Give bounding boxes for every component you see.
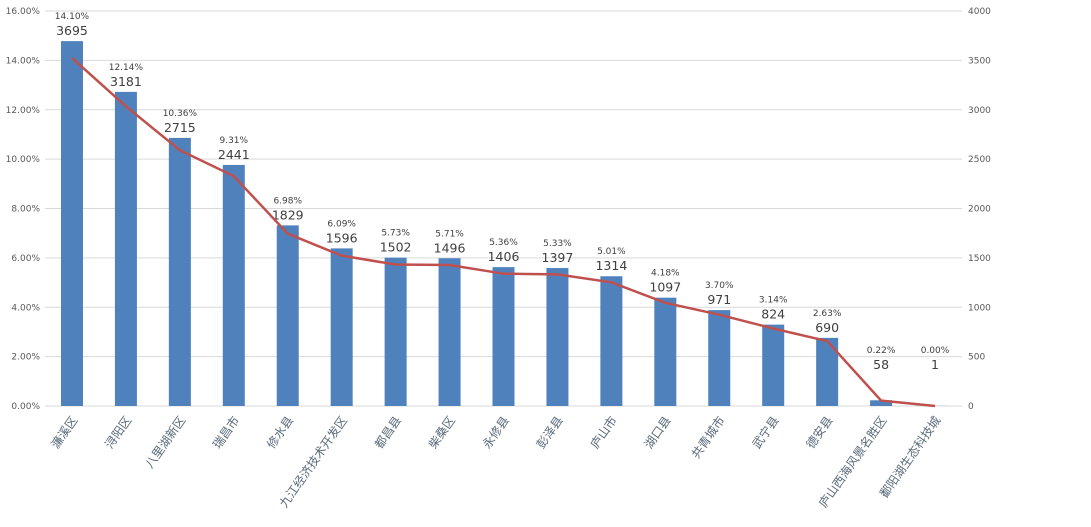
percent-label: 4.18% [651, 269, 680, 279]
category-label: 柴桑区 [426, 414, 458, 452]
bar-value-label: 3181 [110, 74, 142, 89]
bar-value-label: 2441 [218, 147, 250, 162]
percent-label: 6.98% [273, 196, 302, 206]
percent-label: 9.31% [219, 136, 248, 146]
bar [708, 310, 731, 406]
bar-value-label: 824 [761, 307, 785, 322]
bar-value-label: 1097 [649, 280, 681, 295]
right-tick-label: 2500 [968, 155, 991, 165]
left-tick-label: 16.00% [6, 7, 41, 17]
bar-value-label: 971 [707, 292, 731, 307]
bar-value-label: 1496 [434, 240, 466, 255]
left-tick-label: 8.00% [11, 205, 40, 215]
left-tick-label: 4.00% [11, 303, 40, 313]
category-label: 修水县 [263, 413, 296, 451]
percent-label: 6.09% [327, 219, 356, 229]
bar-value-label: 1596 [326, 230, 358, 245]
bar [438, 258, 461, 406]
category-label: 庐山市 [587, 413, 620, 451]
bar [384, 257, 407, 406]
right-tick-label: 1500 [968, 254, 991, 264]
category-label: 湖口县 [641, 413, 674, 451]
bar-value-label: 690 [815, 320, 839, 335]
right-tick-label: 500 [968, 353, 985, 363]
bar-value-label: 2715 [164, 120, 196, 135]
bar-value-label: 1314 [595, 258, 627, 273]
bar [762, 324, 785, 406]
right-tick-label: 0 [968, 402, 974, 412]
bar [114, 91, 137, 406]
bar [60, 41, 83, 407]
percent-label: 5.01% [597, 247, 626, 257]
category-label: 八里湖新区 [142, 413, 189, 471]
percent-label: 2.63% [813, 309, 842, 319]
percent-label: 5.33% [543, 239, 572, 249]
bar [816, 337, 839, 406]
left-tick-label: 0.00% [11, 402, 40, 412]
category-label: 濂溪区 [48, 414, 80, 452]
category-label: 武宁县 [749, 413, 782, 451]
bar [276, 225, 299, 406]
right-tick-label: 4000 [968, 7, 991, 17]
left-tick-label: 12.00% [6, 106, 41, 116]
bar-value-label: 1406 [488, 249, 520, 264]
bar [330, 248, 353, 406]
bar [870, 400, 893, 406]
right-tick-label: 3000 [968, 106, 991, 116]
percent-label: 0.22% [867, 346, 896, 356]
bar-value-label: 1397 [542, 250, 574, 265]
bar [492, 267, 515, 406]
category-label: 彭泽县 [534, 414, 566, 452]
percent-label: 3.70% [705, 281, 734, 291]
bar-value-label: 1 [931, 357, 939, 372]
percent-label: 3.14% [759, 296, 788, 306]
percent-label: 5.73% [381, 229, 410, 239]
left-tick-label: 14.00% [6, 56, 41, 66]
percent-label: 12.14% [109, 63, 144, 73]
category-label: 德安县 [803, 413, 836, 451]
percent-label: 5.36% [489, 238, 518, 248]
category-label: 永修县 [479, 413, 512, 451]
left-tick-label: 2.00% [11, 353, 40, 363]
percent-label: 14.10% [55, 12, 90, 22]
bar [546, 268, 569, 406]
percent-line [71, 56, 936, 408]
bar [168, 137, 191, 407]
percent-label: 10.36% [163, 109, 198, 119]
percent-label: 0.00% [921, 346, 950, 356]
category-label: 瑞昌市 [209, 413, 242, 451]
bar [654, 297, 677, 406]
bar-value-label: 1829 [272, 207, 304, 222]
bar-value-label: 1502 [380, 240, 412, 255]
left-tick-label: 10.00% [6, 155, 41, 165]
percent-label: 5.71% [435, 229, 464, 239]
category-label: 都昌县 [372, 414, 404, 452]
bar-value-label: 3695 [56, 23, 88, 38]
category-label: 共青城市 [688, 413, 728, 461]
left-tick-label: 6.00% [11, 254, 40, 264]
category-label: 浔阳区 [102, 414, 134, 452]
bar-value-label: 58 [873, 357, 889, 372]
bar [600, 276, 623, 406]
bar [222, 164, 245, 406]
right-tick-label: 1000 [968, 303, 991, 313]
right-tick-label: 3500 [968, 56, 991, 66]
right-tick-label: 2000 [968, 205, 991, 215]
